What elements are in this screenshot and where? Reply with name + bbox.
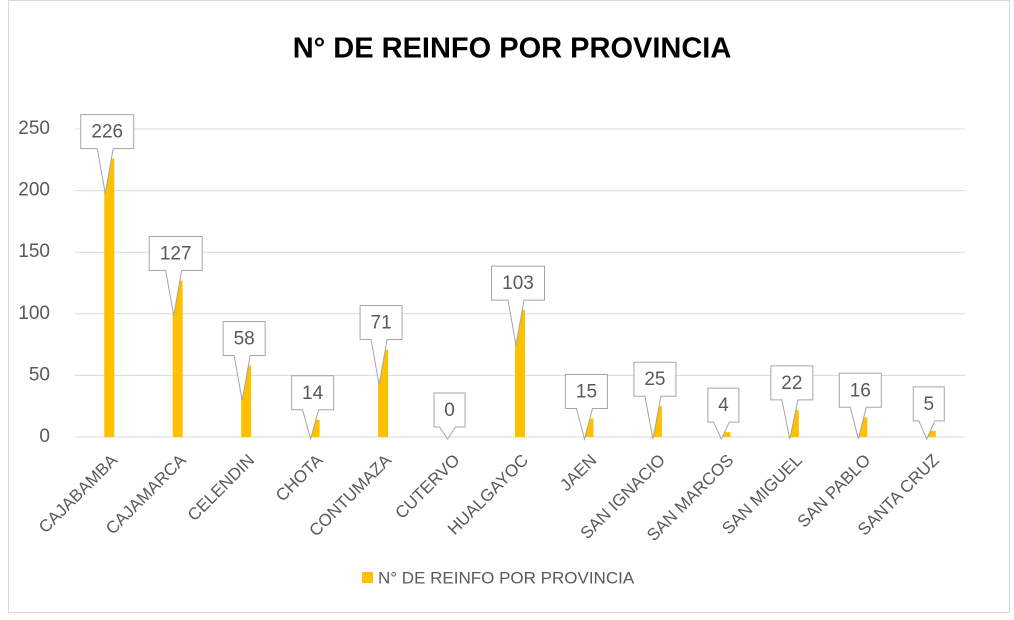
data-label: 15: [576, 382, 597, 403]
callout-box: [433, 392, 466, 440]
chart-title: N° DE REINFO POR PROVINCIA: [293, 33, 732, 65]
y-tick-label: 100: [18, 303, 50, 324]
callout-box: [222, 321, 266, 401]
y-tick-label: 0: [39, 426, 50, 447]
callout-box: [707, 387, 740, 441]
data-label: 14: [302, 383, 324, 404]
data-label: 22: [781, 373, 802, 394]
callout-box: [633, 361, 677, 440]
callout-box: [148, 236, 203, 316]
bar: [788, 409, 799, 437]
data-label: 25: [644, 369, 665, 390]
callout-box: [912, 386, 945, 441]
bar: [651, 406, 662, 437]
bar: [104, 158, 115, 437]
callout-box: [770, 365, 814, 440]
callout-box: [291, 375, 335, 441]
bar: [378, 349, 389, 437]
data-label: 58: [234, 329, 255, 350]
y-tick-label: 200: [18, 180, 50, 201]
data-label: 103: [502, 273, 534, 294]
data-label: 0: [444, 400, 455, 421]
callout-box: [80, 114, 135, 194]
legend-label: N° DE REINFO POR PROVINCIA: [378, 568, 635, 587]
bar: [309, 419, 320, 437]
data-label: 71: [371, 313, 392, 334]
bar: [857, 417, 868, 437]
y-tick-label: 150: [18, 241, 50, 262]
bar: [583, 418, 594, 437]
data-label: 127: [160, 244, 192, 265]
callout-box: [564, 374, 608, 441]
data-label: 4: [718, 395, 729, 416]
legend-swatch: [362, 572, 373, 583]
data-label: 226: [91, 122, 123, 143]
callout-box: [491, 265, 545, 346]
y-tick-label: 50: [29, 364, 50, 385]
data-label: 16: [850, 380, 871, 401]
bar: [515, 310, 525, 437]
data-label: 5: [923, 394, 934, 415]
bar: [925, 430, 936, 437]
callout-box: [359, 305, 403, 385]
bar: [241, 365, 252, 437]
bar: [172, 280, 183, 437]
y-tick-label: 250: [18, 118, 50, 139]
bar: [720, 432, 731, 437]
callout-box: [838, 372, 882, 440]
